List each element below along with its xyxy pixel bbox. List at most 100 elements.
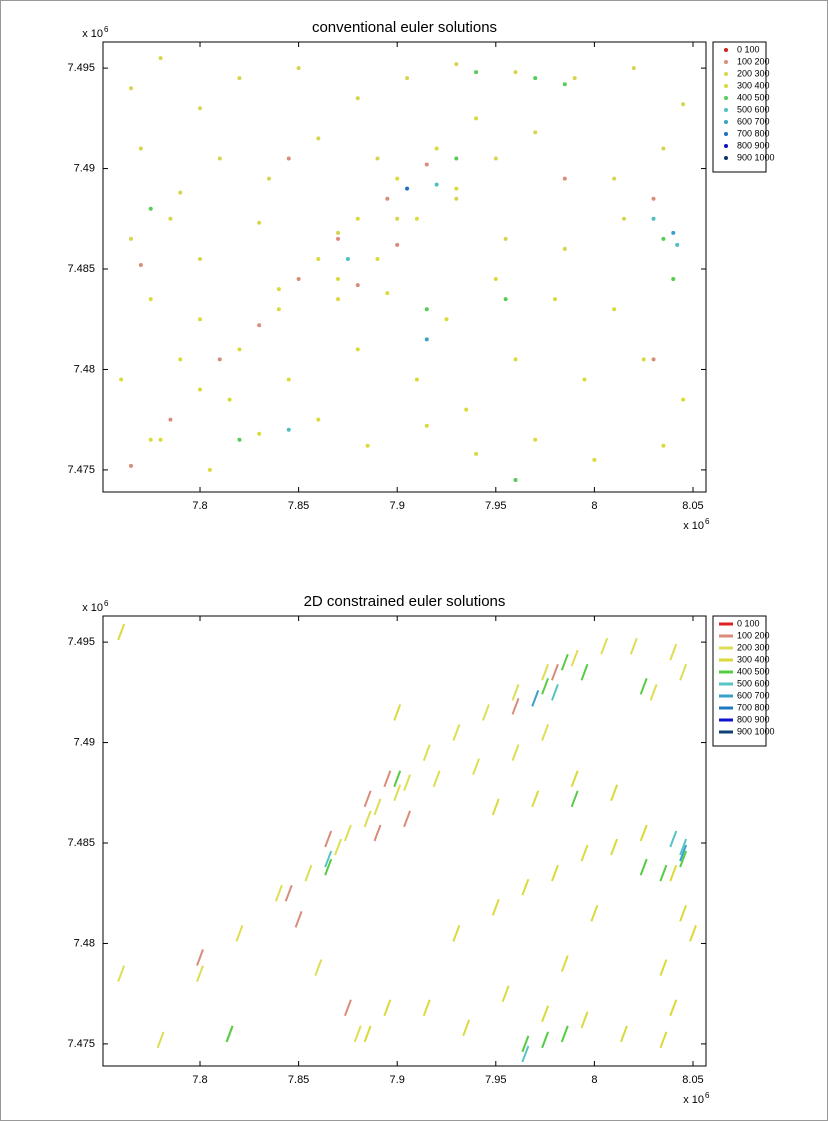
solution-point [385, 291, 390, 296]
legend-swatch [724, 120, 728, 124]
solution-segment [560, 955, 569, 972]
solution-segment [304, 864, 313, 882]
solution-segment [521, 878, 530, 896]
solution-point [424, 423, 429, 428]
solution-segment [501, 985, 510, 1003]
solution-segment [343, 824, 352, 842]
solution-segment [482, 704, 490, 721]
solution-point [612, 307, 617, 312]
solution-point [178, 190, 183, 195]
legend-swatch [724, 96, 728, 100]
legend-label: 600 700 [737, 690, 770, 700]
solution-point [198, 106, 203, 111]
solution-segment [511, 683, 520, 701]
solution-point [434, 182, 439, 187]
x-tick-label: 7.85 [288, 500, 309, 512]
solution-point [641, 357, 646, 362]
solution-segment [324, 830, 333, 848]
legend-box [712, 41, 767, 173]
legend-label: 800 900 [737, 140, 770, 150]
solution-segment [669, 643, 678, 661]
solution-point [316, 417, 321, 422]
solution-point [562, 176, 567, 181]
solution-segment [570, 770, 579, 788]
solution-segment [373, 824, 382, 842]
solution-segment [580, 663, 589, 681]
solution-point [336, 230, 341, 235]
solution-point [582, 377, 587, 382]
y-tick-label: 7.49 [74, 162, 95, 174]
solution-segment [541, 1005, 550, 1023]
solution-point [454, 156, 459, 161]
legend-label: 900 1000 [737, 726, 775, 736]
solution-point [257, 220, 262, 225]
solution-segment [432, 770, 441, 788]
solution-point [207, 467, 212, 472]
y-tick-label: 7.495 [67, 636, 95, 648]
solution-point [257, 323, 262, 328]
solution-segment [659, 959, 668, 976]
solution-point [276, 287, 281, 292]
solution-point [227, 397, 232, 402]
solution-point [168, 417, 173, 422]
solution-point [513, 70, 518, 75]
solution-point [405, 186, 410, 191]
solution-segment [117, 965, 126, 982]
solution-segment [235, 925, 244, 942]
solution-point [651, 357, 656, 362]
solution-segment [422, 999, 431, 1017]
solution-point [681, 102, 686, 107]
legend-swatch [724, 132, 728, 136]
solution-point [572, 76, 577, 81]
solution-point [345, 256, 350, 261]
x-multiplier: x 10 [683, 520, 704, 532]
legend-swatch [724, 84, 728, 88]
solution-point [257, 431, 262, 436]
solution-point [129, 86, 134, 91]
y-multiplier: x 10 [82, 28, 103, 40]
solution-point [198, 387, 203, 392]
solution-point [681, 397, 686, 402]
solution-segment [610, 838, 619, 856]
solution-point [405, 76, 410, 81]
solution-point [375, 256, 380, 261]
solution-segment [343, 999, 352, 1017]
y-tick-label: 7.475 [67, 464, 95, 476]
solution-point [158, 56, 163, 61]
solution-segment [383, 770, 392, 788]
solution-segment [324, 850, 333, 868]
solution-segment [560, 653, 569, 671]
y-tick-label: 7.48 [74, 363, 95, 375]
solution-segment [639, 858, 648, 876]
solution-point [217, 357, 222, 362]
legend-label: 600 700 [737, 116, 770, 126]
solution-segment [570, 790, 579, 808]
x-tick-label: 7.8 [192, 1074, 207, 1086]
x-multiplier-power: 6 [705, 517, 710, 526]
solution-segment [363, 1025, 372, 1043]
solution-point [612, 176, 617, 181]
x-tick-label: 7.95 [485, 1074, 506, 1086]
solution-point [178, 357, 183, 362]
solution-point [671, 277, 676, 282]
solution-segment [679, 850, 688, 868]
legend-label: 500 600 [737, 104, 770, 114]
solution-segment [383, 999, 392, 1017]
solution-segment [462, 1019, 471, 1037]
solution-segment [452, 724, 461, 741]
y-tick-label: 7.495 [67, 62, 95, 74]
solution-segment [551, 864, 559, 882]
y-tick-label: 7.48 [74, 937, 95, 949]
solution-point [138, 262, 143, 267]
solution-point [158, 437, 163, 442]
solution-point [395, 176, 400, 181]
solution-segment [541, 1031, 550, 1049]
solution-point [355, 96, 360, 101]
solution-point [316, 256, 321, 261]
solution-point [276, 307, 281, 312]
solution-segment [580, 844, 589, 862]
solution-point [336, 277, 341, 282]
solution-point [296, 66, 301, 71]
solution-segment [156, 1031, 165, 1049]
